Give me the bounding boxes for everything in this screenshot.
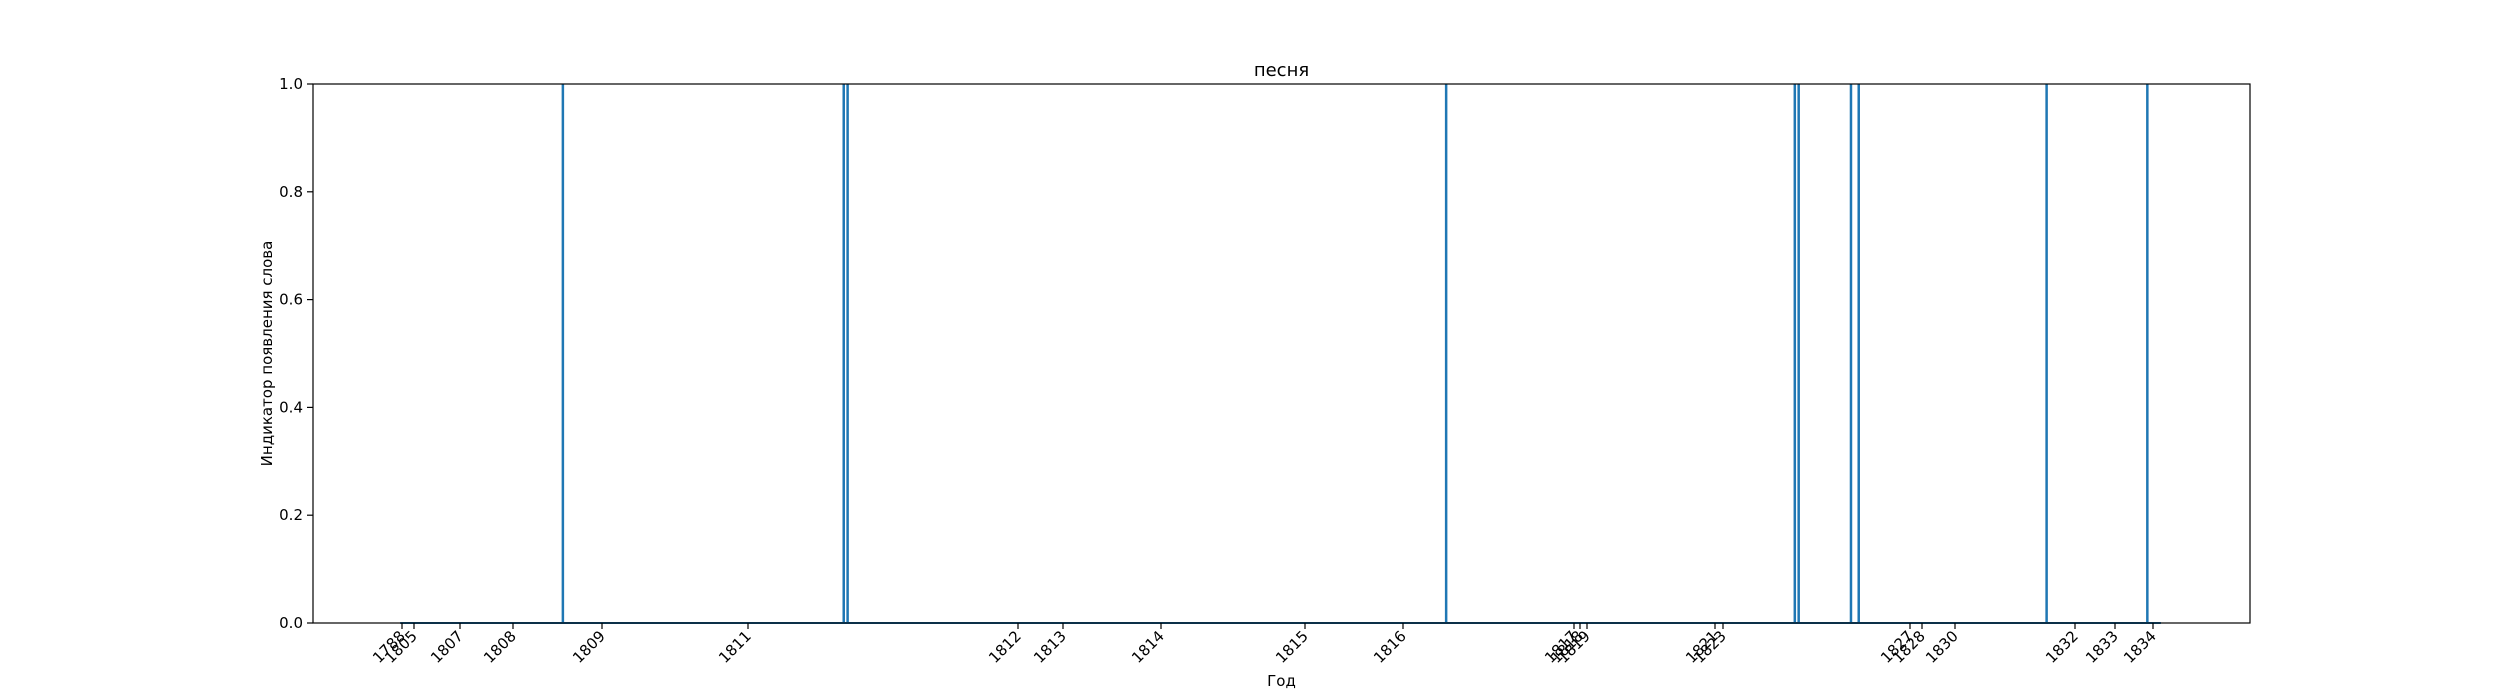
- x-tick-label: 1832: [2042, 627, 2082, 667]
- x-tick-label: 1807: [427, 627, 467, 667]
- x-tick-label: 1819: [1554, 627, 1594, 667]
- x-tick-label: 1834: [2120, 627, 2160, 667]
- plot-frame: [312, 83, 2251, 624]
- x-tick-label: 1828: [1889, 627, 1929, 667]
- x-tick-label: 1816: [1370, 627, 1410, 667]
- x-tick-label: 1809: [569, 627, 609, 667]
- y-tick-label: 0.0: [279, 614, 303, 632]
- x-tick-label: 1805: [381, 627, 421, 667]
- y-axis-label: Индикатор появления слова: [258, 241, 276, 467]
- x-axis-label: Год: [1267, 672, 1296, 690]
- x-tick-label: 1830: [1922, 627, 1962, 667]
- x-tick-label: 1811: [715, 627, 755, 667]
- y-tick-label: 1.0: [279, 75, 303, 93]
- x-tick-label: 1814: [1128, 627, 1168, 667]
- x-tick-label: 1808: [480, 627, 520, 667]
- chart-title: песня: [1254, 60, 1309, 81]
- x-tick-label: 1833: [2082, 627, 2122, 667]
- y-tick-label: 0.2: [279, 506, 303, 524]
- x-tick-label: 1813: [1030, 627, 1070, 667]
- x-tick-label: 1812: [985, 627, 1025, 667]
- y-tick-label: 0.6: [279, 291, 303, 309]
- x-tick-label: 1823: [1690, 627, 1730, 667]
- x-tick-label: 1815: [1272, 627, 1312, 667]
- y-tick-label: 0.4: [279, 398, 303, 416]
- y-tick-label: 0.8: [279, 183, 303, 201]
